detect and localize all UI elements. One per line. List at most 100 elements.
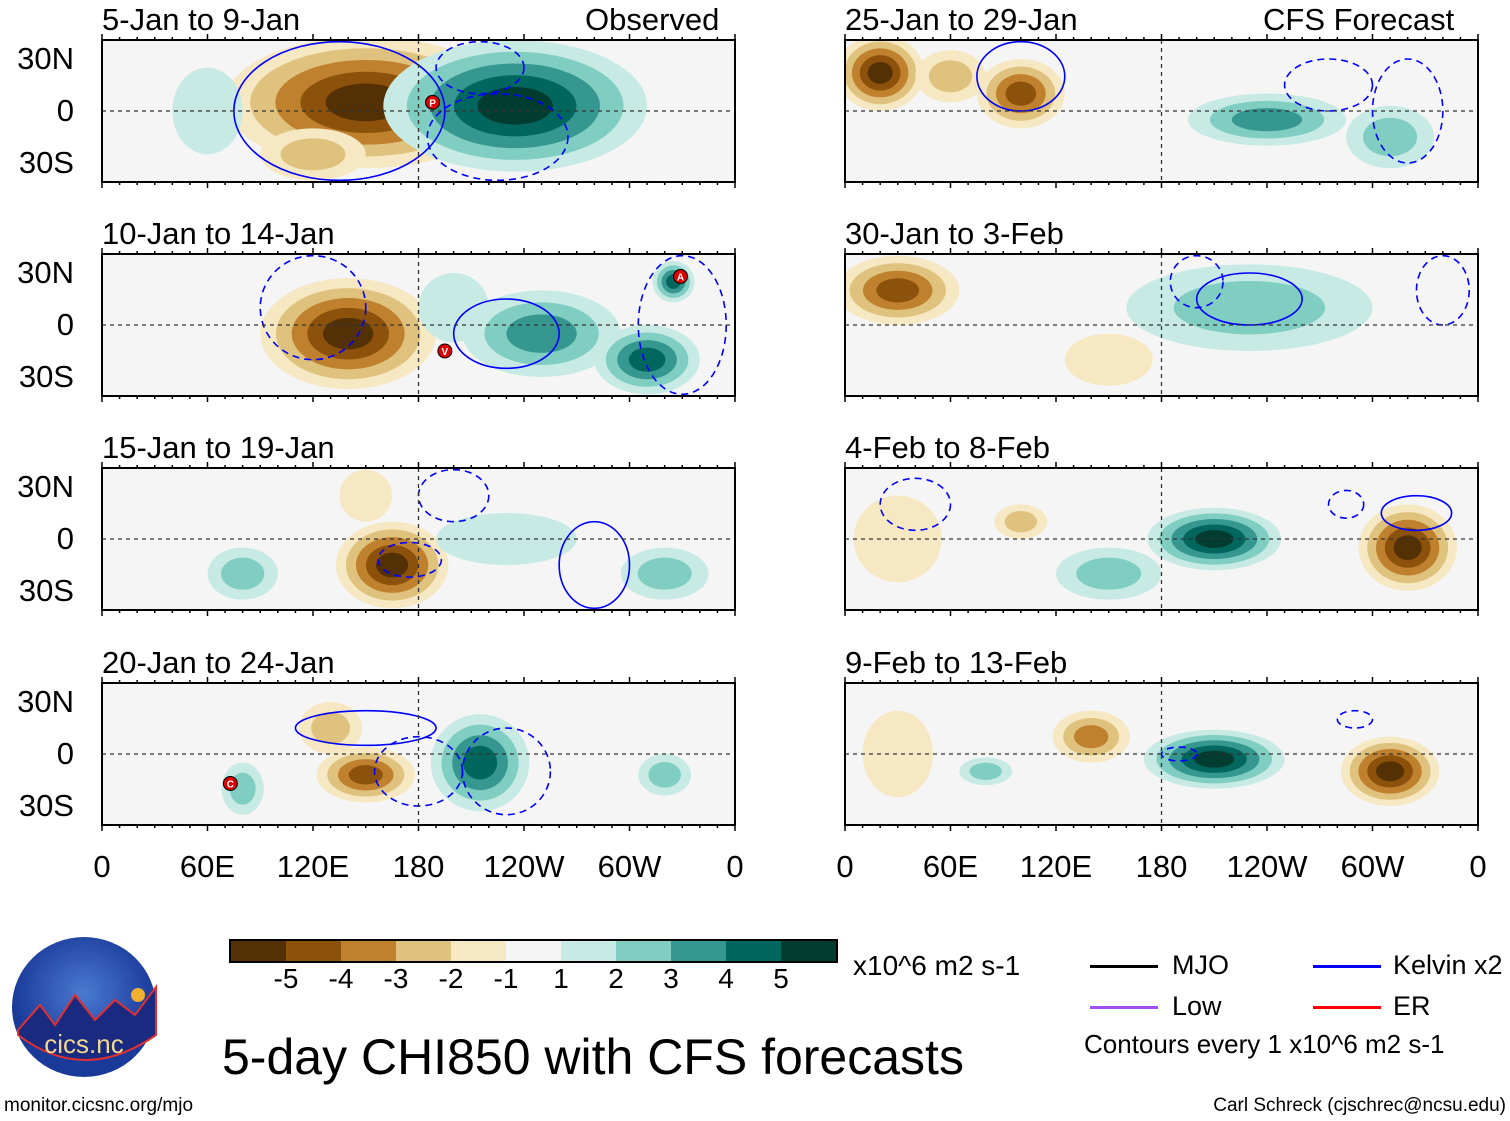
lon-tick-label: 60W xyxy=(597,849,662,884)
legend-label-low: Low xyxy=(1172,991,1222,1021)
anomaly-contour-fill xyxy=(323,317,374,350)
tropical-cyclone-marker: A xyxy=(672,268,688,284)
kelvin-contour xyxy=(377,541,443,578)
storm-letter: V xyxy=(442,347,449,358)
anomaly-contour-fill xyxy=(280,138,346,171)
colorbar-label: 4 xyxy=(718,963,734,994)
kelvin-contour xyxy=(1380,494,1453,532)
lon-tick-label: 0 xyxy=(93,849,111,884)
storm-letter: P xyxy=(429,98,436,109)
kelvin-contour xyxy=(1160,746,1198,762)
anomaly-contour-fill xyxy=(1004,511,1038,533)
panel-title: 9-Feb to 13-Feb xyxy=(845,645,1068,680)
anomaly-contour-fill xyxy=(1194,750,1235,768)
colorbar-swatch xyxy=(451,941,506,961)
colorbar-swatch xyxy=(726,941,781,961)
cics-logo: cics.nc xyxy=(12,937,157,1077)
anomaly-contour-fill xyxy=(221,557,265,590)
lon-tick-label: 180 xyxy=(1135,849,1188,884)
colorbar-swatch xyxy=(616,941,671,961)
forecast-label: CFS Forecast xyxy=(1263,2,1455,37)
colorbar-swatch xyxy=(781,941,836,961)
kelvin-contour xyxy=(879,477,952,532)
colorbar-swatch xyxy=(286,941,341,961)
anomaly-contour-fill xyxy=(1231,108,1303,132)
kelvin-contour xyxy=(1415,254,1471,326)
storm-letter: A xyxy=(677,272,684,283)
lat-tick-label: 30S xyxy=(18,788,74,823)
panel-title: 30-Jan to 3-Feb xyxy=(845,216,1064,251)
colorbar-swatch xyxy=(671,941,726,961)
lon-tick-label: 60E xyxy=(179,849,236,884)
footer-credit: Carl Schreck (cjschrec@ncsu.edu) xyxy=(1213,1095,1506,1116)
colorbar-swatch xyxy=(506,941,561,961)
anomaly-contour-fill xyxy=(348,765,383,785)
panel-frame xyxy=(101,467,736,611)
colorbar-label: 2 xyxy=(608,963,624,994)
map-panel xyxy=(844,462,1479,616)
legend-line-mjo xyxy=(1090,965,1158,968)
panel-title: 10-Jan to 14-Jan xyxy=(102,216,335,251)
lat-tick-label: 0 xyxy=(56,307,74,342)
storm-letter: C xyxy=(227,779,234,790)
anomaly-contour-fill xyxy=(339,469,393,522)
map-panel xyxy=(844,677,1479,831)
panel-frame xyxy=(844,39,1479,183)
anomaly-contour-fill xyxy=(1376,761,1405,782)
anomaly-contour-fill xyxy=(1173,281,1326,335)
colorbar-label: 3 xyxy=(663,963,679,994)
colorbar-label: -4 xyxy=(328,963,354,994)
panel-frame xyxy=(844,682,1479,826)
lat-tick-label: 30N xyxy=(17,684,74,719)
lon-tick-label: 120W xyxy=(1226,849,1308,884)
colorbar-label: -2 xyxy=(438,963,464,994)
panel-title: 5-Jan to 9-Jan xyxy=(102,2,301,37)
kelvin-contour xyxy=(1371,58,1444,164)
panel-frame xyxy=(101,39,736,183)
map-panel xyxy=(101,462,736,616)
contour-note: Contours every 1 x10^6 m2 s-1 xyxy=(1084,1029,1445,1059)
tropical-cyclone-marker: V xyxy=(437,343,453,359)
lat-tick-label: 0 xyxy=(56,521,74,556)
colorbar-units: x10^6 m2 s-1 xyxy=(853,950,1021,981)
legend-line-kelvin xyxy=(1313,965,1381,968)
colorbar-label: -1 xyxy=(493,963,519,994)
colorbar-label: -3 xyxy=(383,963,409,994)
lon-tick-label: 0 xyxy=(726,849,744,884)
lon-tick-label: 60W xyxy=(1340,849,1405,884)
kelvin-contour xyxy=(1195,272,1303,326)
anomaly-contour-fill xyxy=(928,60,973,93)
panel-title: 25-Jan to 29-Jan xyxy=(845,2,1078,37)
panel-frame xyxy=(101,253,736,397)
anomaly-contour-fill xyxy=(637,557,692,590)
anomaly-contour-fill xyxy=(862,710,933,798)
kelvin-contour xyxy=(976,40,1066,112)
panel-frame xyxy=(844,467,1479,611)
anomaly-contour-fill xyxy=(1393,535,1422,561)
anomaly-contour-fill xyxy=(969,762,1002,780)
lon-tick-label: 0 xyxy=(836,849,854,884)
anomaly-contour-fill xyxy=(1076,557,1142,590)
kelvin-contour xyxy=(558,520,631,610)
map-panel: AV xyxy=(101,248,736,402)
lat-tick-label: 0 xyxy=(56,736,74,771)
kelvin-contour xyxy=(1336,709,1374,729)
kelvin-contour xyxy=(426,92,569,182)
lon-tick-label: 120E xyxy=(276,849,350,884)
map-panel xyxy=(844,248,1479,402)
anomaly-contour-fill xyxy=(436,513,577,565)
kelvin-contour xyxy=(435,40,525,95)
colorbar-swatch xyxy=(341,941,396,961)
panel-frame xyxy=(844,253,1479,397)
panel-title: 4-Feb to 8-Feb xyxy=(845,430,1051,465)
figure-title: 5-day CHI850 with CFS forecasts xyxy=(222,1029,964,1085)
lon-tick-label: 180 xyxy=(392,849,445,884)
panel-title: 15-Jan to 19-Jan xyxy=(102,430,335,465)
legend-label-kelvin: Kelvin x2 xyxy=(1393,950,1503,980)
anomaly-contour-fill xyxy=(628,347,666,372)
anomaly-contour-fill xyxy=(506,314,577,353)
colorbar-swatch xyxy=(561,941,616,961)
kelvin-contour xyxy=(1283,58,1374,112)
legend-line-low xyxy=(1090,1006,1158,1009)
anomaly-contour-fill xyxy=(376,552,409,578)
